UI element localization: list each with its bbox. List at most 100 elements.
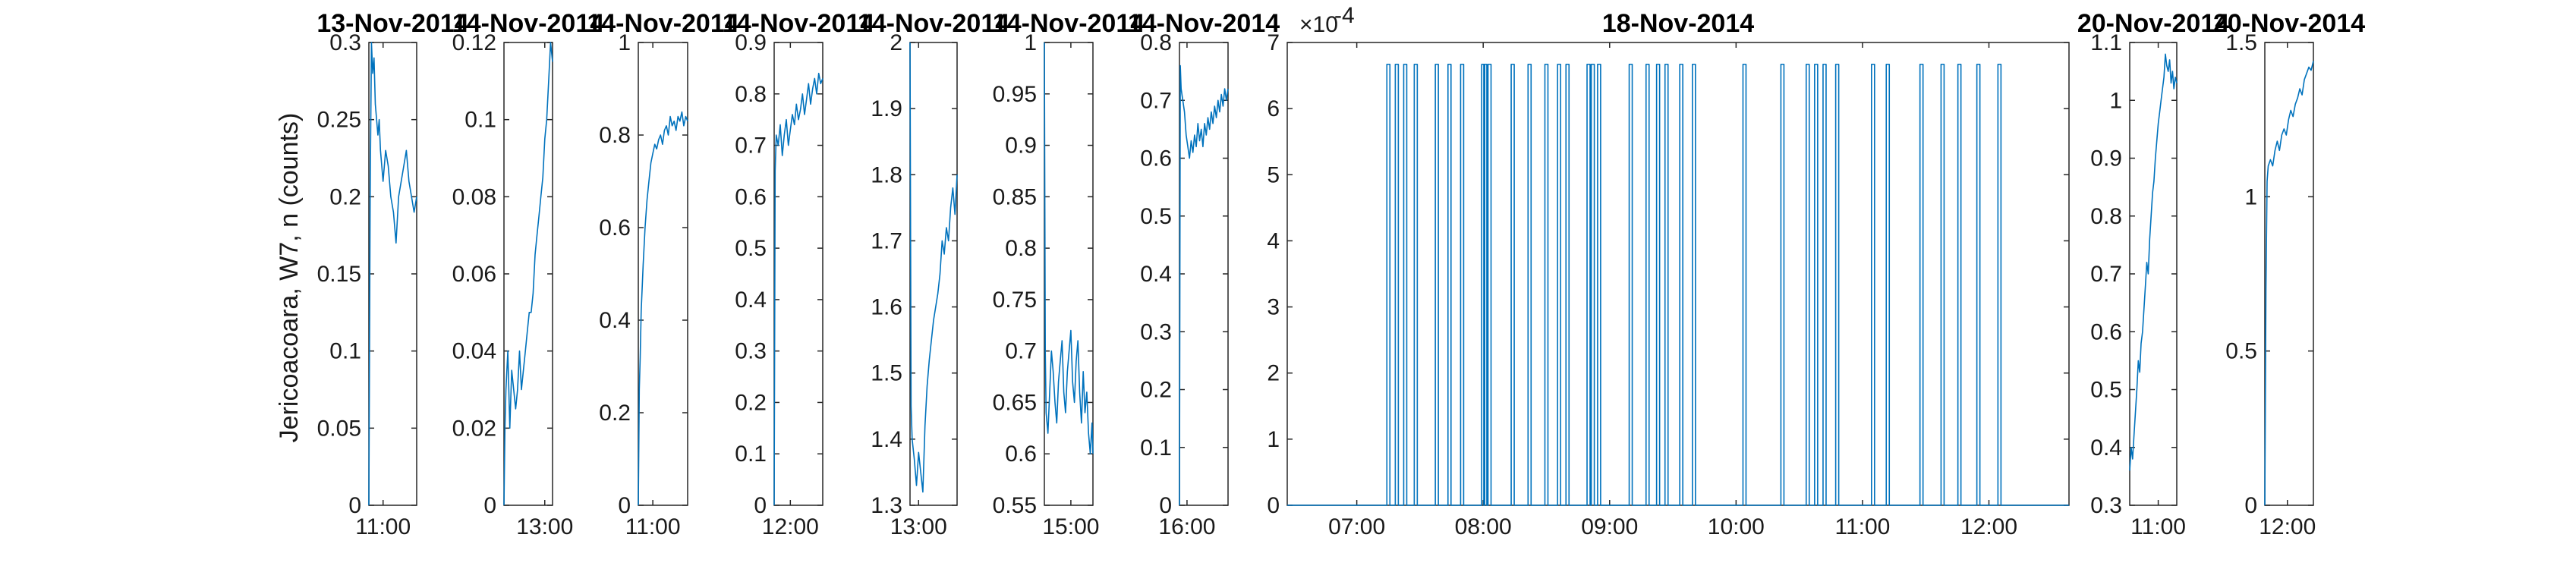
y-exponent-label: ×10 xyxy=(1299,12,1338,37)
panel-title: 13-Nov-2014 xyxy=(316,9,468,38)
panel-frame xyxy=(638,42,688,506)
y-tick-label: 0.1 xyxy=(329,339,361,364)
y-tick-label: 0.02 xyxy=(452,416,496,441)
x-tick-label: 13:00 xyxy=(890,514,947,539)
y-tick-label: 0.8 xyxy=(2090,204,2122,229)
y-axis-label: Jericoacoara, W7, n (counts) xyxy=(275,113,304,443)
y-tick-label: 1.5 xyxy=(2225,30,2257,55)
y-tick-label: 0.55 xyxy=(993,493,1037,518)
y-tick-label: 0.7 xyxy=(735,134,767,159)
y-tick-label: 0.7 xyxy=(1005,339,1037,364)
panel-9: 20-Nov-2014 0.3 0.4 0.5 0.6 0.7 0.8 0.9 1 1.1 11:0… xyxy=(2077,9,2229,539)
y-tick-label: 6 xyxy=(1267,96,1280,121)
y-tick-label: 1.3 xyxy=(871,493,902,518)
data-series-line xyxy=(1287,63,2069,506)
y-tick-label: 1.1 xyxy=(2090,30,2122,55)
y-tick-label: 0.6 xyxy=(735,184,767,209)
data-series-line xyxy=(503,42,553,506)
y-tick-label: 0.5 xyxy=(1140,204,1172,229)
y-tick-label: 1.4 xyxy=(871,427,902,452)
y-tick-label: 0.25 xyxy=(317,108,361,133)
y-tick-label: 0.9 xyxy=(1005,134,1037,159)
data-series-line xyxy=(2129,53,2178,471)
data-series-line xyxy=(909,42,958,493)
y-tick-label: 0.75 xyxy=(993,288,1037,313)
y-tick-label: 0.5 xyxy=(735,236,767,261)
panel-title: 14-Nov-2014 xyxy=(587,9,738,38)
panel-frame xyxy=(1044,42,1094,506)
y-tick-label: 0.7 xyxy=(1140,88,1172,113)
y-tick-label: 0 xyxy=(348,493,361,518)
panel-1: 13-Nov-2014 0 0.05 0.1 0.15 0.2 0.25 0.3 11:00 xyxy=(316,9,468,539)
x-tick-label: 16:00 xyxy=(1158,514,1215,539)
panel-frame xyxy=(1179,42,1229,506)
y-tick-label: 0.95 xyxy=(993,82,1037,107)
panels: 13-Nov-201400.050.10.150.20.250.311:0014… xyxy=(316,3,2365,539)
panel-7: 14-Nov-2014 0 0.1 0.2 0.3 0.4 0.5 0.6 0.7 0.8 16:0… xyxy=(1128,9,1280,539)
y-tick-label: 0.6 xyxy=(1005,442,1037,467)
y-tick-label: 1.7 xyxy=(871,228,902,253)
y-exponent-value: -4 xyxy=(1334,3,1355,28)
y-tick-label: 0.1 xyxy=(735,442,767,467)
y-tick-label: 0.4 xyxy=(1140,262,1172,287)
y-tick-label: 0 xyxy=(618,493,631,518)
panel-10: 20-Nov-2014 0 0.5 1 1.5 12:00 xyxy=(2213,9,2365,539)
y-tick-label: 1.8 xyxy=(871,162,902,187)
x-tick-label: 11:00 xyxy=(2130,514,2186,539)
y-tick-label: 0.7 xyxy=(2090,262,2122,287)
data-series-line xyxy=(2264,61,2314,506)
y-tick-label: 0.4 xyxy=(735,288,767,313)
y-tick-label: 2 xyxy=(1267,361,1280,386)
panel-title: 20-Nov-2014 xyxy=(2213,9,2365,38)
panel-frame xyxy=(773,42,824,506)
x-tick-label: 15:00 xyxy=(1042,514,1099,539)
y-tick-label: 1.5 xyxy=(871,361,902,386)
x-tick-label: 11:00 xyxy=(355,514,411,539)
y-tick-label: 1 xyxy=(618,30,631,55)
y-tick-label: 0.4 xyxy=(2090,435,2122,461)
y-tick-label: 0.4 xyxy=(599,308,631,333)
y-tick-label: 0.8 xyxy=(599,123,631,148)
y-tick-label: 0.2 xyxy=(329,184,361,209)
panel-title: 14-Nov-2014 xyxy=(993,9,1145,38)
data-series-line xyxy=(368,42,417,506)
y-tick-label: 0 xyxy=(2244,493,2257,518)
y-tick-label: 0.8 xyxy=(1005,236,1037,261)
y-tick-label: 0.08 xyxy=(452,184,496,209)
panel-frame xyxy=(909,42,958,506)
y-tick-label: 5 xyxy=(1267,162,1280,187)
panel-frame xyxy=(1286,42,2070,506)
y-tick-label: 0.04 xyxy=(452,339,496,364)
y-tick-label: 1.6 xyxy=(871,295,902,320)
y-tick-label: 2 xyxy=(890,30,902,55)
x-tick-label: 09:00 xyxy=(1581,514,1638,539)
y-tick-label: 0.12 xyxy=(452,30,496,55)
y-tick-label: 0.1 xyxy=(464,108,496,133)
panel-title: 14-Nov-2014 xyxy=(452,9,604,38)
panel-3: 14-Nov-2014 0 0.2 0.4 0.6 0.8 1 11:00 xyxy=(587,9,738,539)
y-tick-label: 0.2 xyxy=(735,390,767,415)
panel-5: 14-Nov-2014 1.3 1.4 1.5 1.6 1.7 1.8 1.9 2 13:00 xyxy=(858,9,1009,539)
panel-frame xyxy=(2264,42,2314,506)
y-tick-label: 1 xyxy=(2109,88,2122,113)
panel-title: 20-Nov-2014 xyxy=(2077,9,2229,38)
x-tick-label: 12:00 xyxy=(762,514,819,539)
panel-2: 14-Nov-2014 0 0.02 0.04 0.06 0.08 0.1 0.12 13:00 xyxy=(452,9,605,539)
y-tick-label: 0.2 xyxy=(1140,378,1172,403)
panel-title: 14-Nov-2014 xyxy=(858,9,1009,38)
y-tick-label: 0.5 xyxy=(2225,339,2257,364)
x-tick-label: 07:00 xyxy=(1328,514,1385,539)
y-tick-label: 0.9 xyxy=(2090,146,2122,171)
y-tick-label: 0.15 xyxy=(317,262,361,287)
y-tick-label: 0.85 xyxy=(993,184,1037,209)
data-series-line xyxy=(638,111,688,506)
x-tick-label: 11:00 xyxy=(625,514,681,539)
y-tick-label: 0 xyxy=(1267,493,1280,518)
y-tick-label: 0.65 xyxy=(993,390,1037,415)
x-tick-label: 12:00 xyxy=(1960,514,2017,539)
y-tick-label: 0.06 xyxy=(452,262,496,287)
x-tick-label: 08:00 xyxy=(1455,514,1512,539)
y-tick-label: 0.3 xyxy=(1140,319,1172,344)
panel-6: 14-Nov-2014 0.55 0.6 0.65 0.7 0.75 0.8 0.85 0.9 0… xyxy=(993,9,1145,539)
data-series-line xyxy=(773,72,824,506)
